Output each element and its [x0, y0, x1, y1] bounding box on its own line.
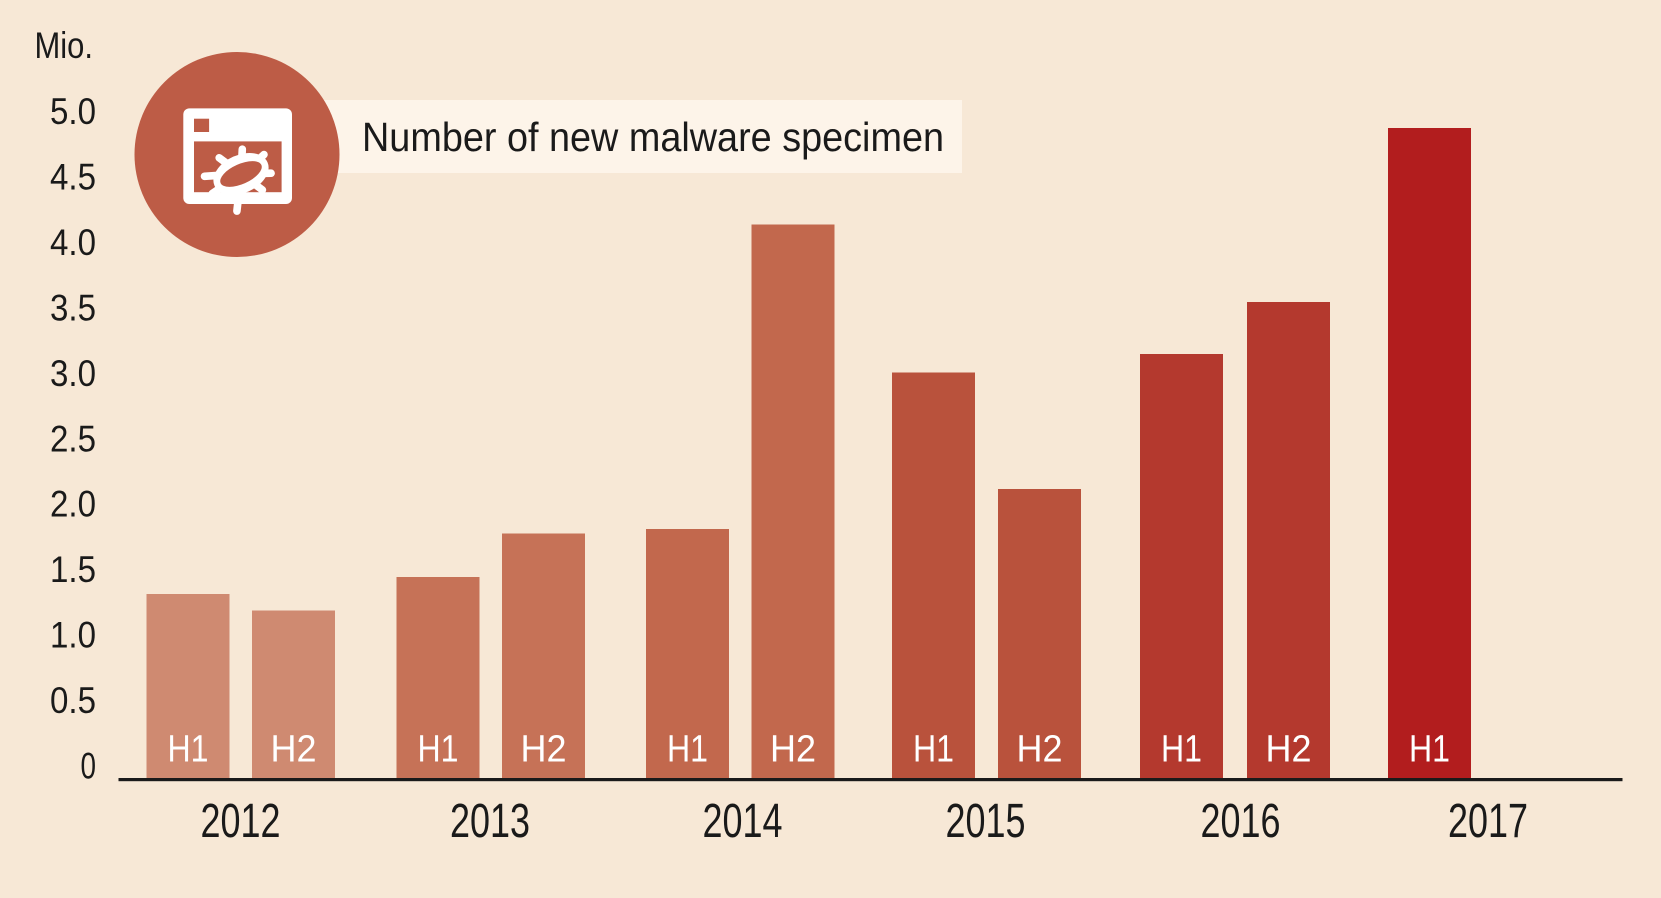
- svg-text:3.0: 3.0: [50, 353, 96, 394]
- svg-text:H1: H1: [913, 729, 954, 771]
- svg-text:4.0: 4.0: [50, 222, 96, 263]
- svg-text:2014: 2014: [703, 795, 783, 848]
- svg-text:2012: 2012: [201, 795, 281, 848]
- svg-text:0: 0: [81, 746, 97, 787]
- svg-text:2.0: 2.0: [50, 484, 96, 525]
- svg-text:2.5: 2.5: [50, 418, 96, 459]
- svg-text:H2: H2: [770, 729, 816, 771]
- svg-text:H1: H1: [1161, 729, 1202, 771]
- svg-text:2013: 2013: [450, 795, 530, 848]
- svg-text:3.5: 3.5: [50, 287, 96, 328]
- svg-text:4.5: 4.5: [50, 157, 96, 198]
- svg-text:5.0: 5.0: [50, 91, 96, 132]
- svg-text:H2: H2: [1017, 729, 1063, 771]
- svg-text:2017: 2017: [1448, 795, 1528, 848]
- svg-text:H2: H2: [271, 729, 317, 771]
- svg-text:H2: H2: [1266, 729, 1312, 771]
- svg-text:H1: H1: [418, 729, 459, 771]
- svg-text:2016: 2016: [1201, 795, 1281, 848]
- svg-text:H2: H2: [521, 729, 567, 771]
- svg-text:H1: H1: [1409, 729, 1450, 771]
- svg-text:H1: H1: [667, 729, 708, 771]
- svg-text:Number of new malware specimen: Number of new malware specimen: [362, 114, 944, 160]
- svg-text:1.5: 1.5: [50, 549, 96, 590]
- svg-text:Mio.: Mio.: [35, 25, 94, 66]
- svg-text:0.5: 0.5: [50, 680, 96, 721]
- svg-text:2015: 2015: [946, 795, 1026, 848]
- svg-text:H1: H1: [168, 729, 209, 771]
- svg-text:1.0: 1.0: [50, 615, 96, 656]
